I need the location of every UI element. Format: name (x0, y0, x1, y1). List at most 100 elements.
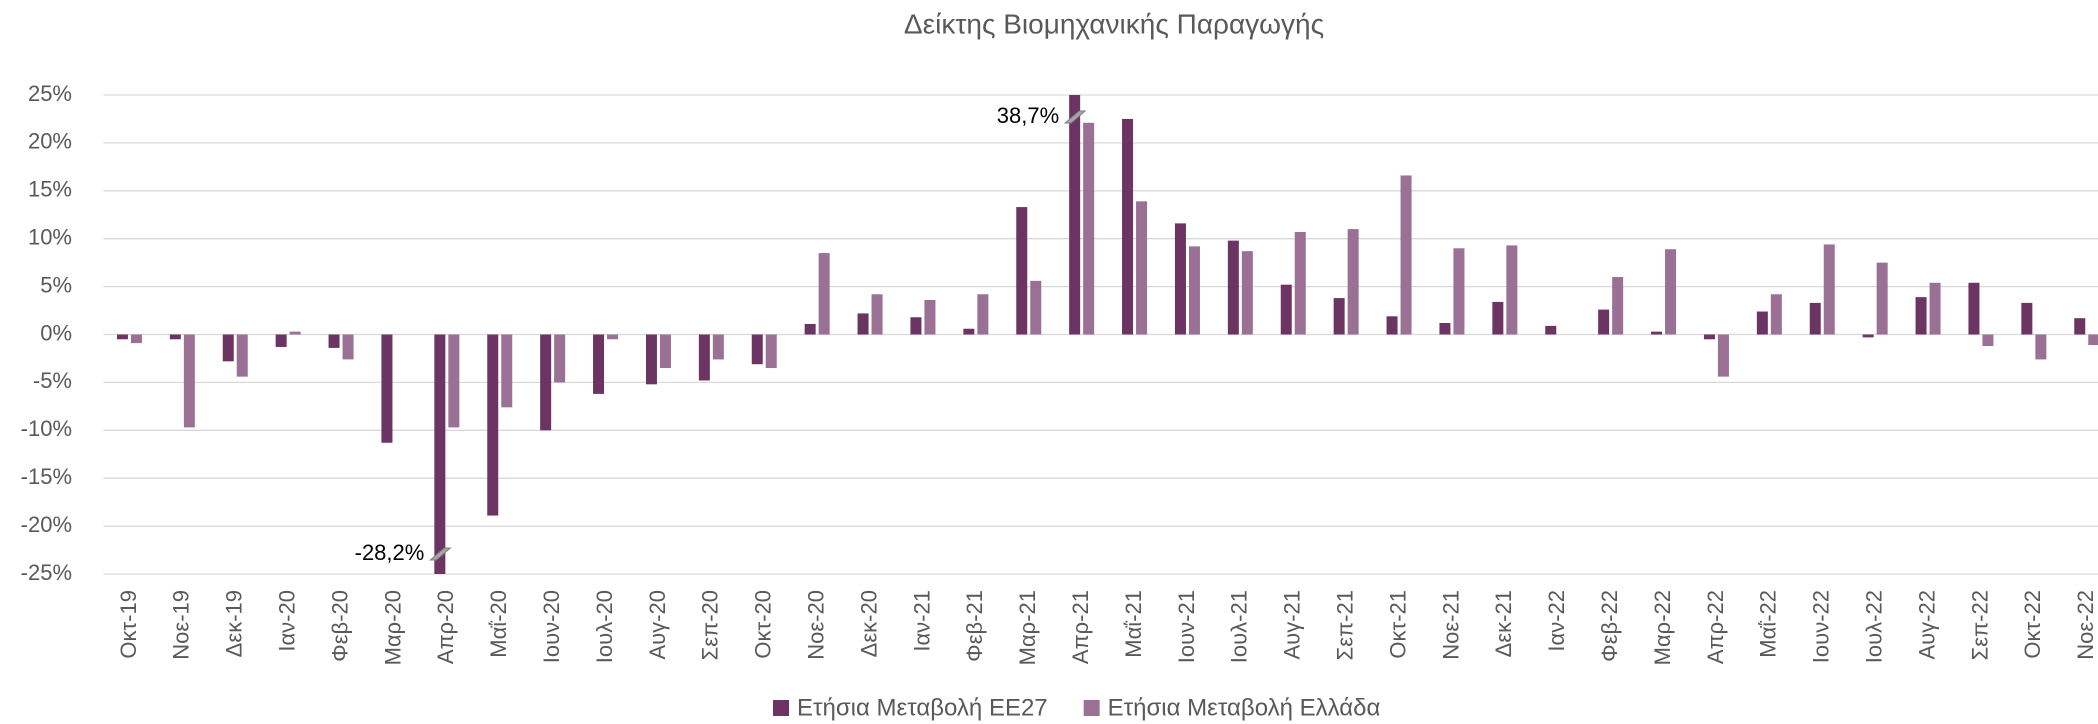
x-tick-label: Νοε-19 (169, 590, 194, 660)
bar (328, 334, 340, 348)
x-tick-label: Νοε-20 (803, 590, 828, 660)
bar (1083, 122, 1095, 335)
x-tick-label: Μαΐ-20 (486, 590, 511, 658)
y-tick-label: -25% (21, 560, 72, 585)
x-tick-label: Φεβ-22 (1597, 590, 1622, 662)
bar (1122, 118, 1134, 335)
bar (963, 328, 975, 335)
bar (381, 334, 393, 443)
bar (1756, 311, 1768, 335)
bar (1333, 298, 1345, 335)
bar (593, 334, 605, 394)
bar (116, 334, 128, 340)
y-tick-label: -5% (33, 368, 72, 393)
bar (751, 334, 763, 365)
y-tick-label: 15% (28, 177, 72, 202)
bar (1876, 262, 1888, 335)
bar (183, 334, 195, 428)
bar (2088, 334, 2098, 346)
bar (765, 334, 777, 369)
bar (275, 334, 287, 347)
x-tick-label: Σεπ-21 (1332, 590, 1357, 660)
y-tick-label: 25% (28, 81, 72, 106)
x-tick-label: Δεκ-20 (856, 590, 881, 657)
x-tick-label: Αυγ-21 (1280, 590, 1305, 660)
bar (1174, 223, 1186, 335)
data-label: -28,2% (355, 540, 425, 565)
y-tick-label: -20% (21, 512, 72, 537)
x-tick-label: Ιουλ-21 (1227, 590, 1252, 663)
x-tick-label: Δεκ-19 (222, 590, 247, 657)
bar (1280, 284, 1292, 335)
bar (1241, 251, 1253, 335)
x-tick-label: Μαΐ-22 (1756, 590, 1781, 658)
bar (1347, 229, 1359, 335)
bar (977, 294, 989, 335)
bar (1929, 282, 1941, 335)
x-tick-label: Οκτ-20 (751, 590, 776, 659)
x-tick-label: Δεκ-21 (1491, 590, 1516, 657)
x-tick-label: Οκτ-22 (2020, 590, 2045, 659)
x-tick-label: Ιαν-21 (909, 590, 934, 652)
bar (1665, 249, 1677, 335)
y-tick-label: -15% (21, 464, 72, 489)
bar (871, 294, 883, 335)
legend-swatch (1083, 700, 1100, 716)
bar (2035, 334, 2047, 360)
bar (2074, 318, 2086, 335)
bar (1982, 334, 1994, 346)
bar (857, 313, 869, 335)
bar (607, 334, 619, 340)
x-tick-label: Ιουλ-20 (592, 590, 617, 663)
y-tick-label: -10% (21, 416, 72, 441)
bar (1862, 334, 1874, 338)
bar (2021, 302, 2033, 335)
bar (1400, 175, 1412, 335)
bar (222, 334, 234, 362)
bar (1188, 246, 1200, 335)
bar (1030, 280, 1042, 335)
bar (130, 334, 142, 344)
x-tick-label: Φεβ-20 (327, 590, 352, 662)
bar (540, 334, 552, 431)
x-tick-label: Αυγ-20 (645, 590, 670, 660)
break-mark (1063, 110, 1087, 124)
x-tick-label: Οκτ-19 (116, 590, 141, 659)
bar (1453, 248, 1465, 335)
x-tick-label: Φεβ-21 (962, 590, 987, 662)
x-tick-label: Ιουν-20 (539, 590, 564, 663)
bar (712, 334, 724, 360)
y-tick-label: 0% (40, 320, 72, 345)
bar (910, 317, 922, 335)
bar (1717, 334, 1729, 377)
x-tick-label: Σεπ-20 (698, 590, 723, 660)
bar (818, 253, 830, 335)
bar (342, 334, 354, 360)
legend-swatch (773, 700, 789, 716)
bar (924, 300, 936, 335)
bar (434, 334, 446, 574)
bar (1506, 245, 1518, 335)
bars (116, 95, 2098, 574)
legend-label: Ετήσια Μεταβολή ΕΕ27 (797, 694, 1048, 721)
bar (1612, 277, 1624, 335)
bar (289, 331, 301, 335)
bar (501, 334, 513, 408)
bar (804, 323, 816, 335)
bar (1703, 334, 1715, 340)
x-tick-label: Μαΐ-21 (1121, 590, 1146, 658)
y-tick-label: 10% (28, 225, 72, 250)
bar (1545, 325, 1557, 335)
bar (1823, 244, 1835, 335)
bar (1294, 231, 1306, 335)
bar (1809, 302, 1821, 335)
x-tick-label: Σεπ-22 (1967, 590, 1992, 660)
x-tick-label: Ιουν-21 (1174, 590, 1199, 663)
bar (1651, 331, 1663, 335)
chart-title: Δείκτης Βιομηχανικής Παραγωγής (904, 8, 1324, 39)
bar (236, 334, 248, 377)
bar (1968, 282, 1980, 335)
x-tick-label: Μαρ-21 (1015, 590, 1040, 665)
bar (1492, 301, 1504, 335)
